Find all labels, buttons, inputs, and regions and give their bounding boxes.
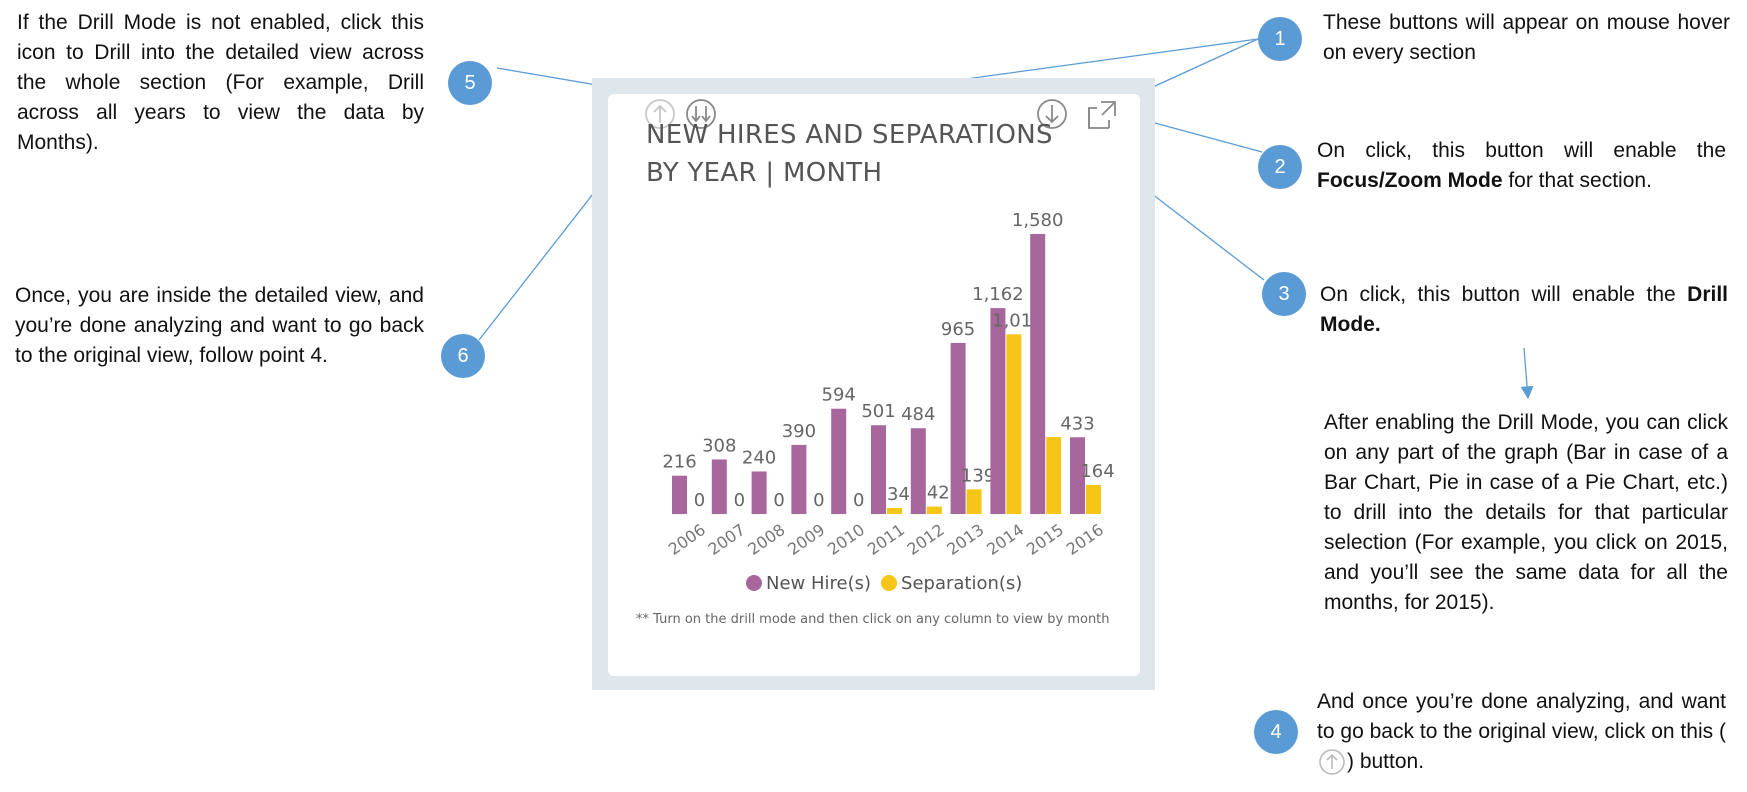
badge-4: 4 [1254, 710, 1298, 754]
x-tick-label-2010: 2010 [824, 520, 868, 559]
note-drill-mode: On click, this button will enable the Dr… [1320, 280, 1728, 340]
x-tick-label-2012: 2012 [904, 520, 948, 559]
note-focus-pre: On click, this button will enable the [1317, 139, 1726, 162]
data-label-separation-2013: 139 [961, 465, 995, 486]
x-tick-label-2014: 2014 [983, 520, 1027, 559]
drill-up-icon [1319, 749, 1345, 775]
x-tick-label-2011: 2011 [864, 520, 908, 559]
legend-item-separation[interactable]: Separation(s) [881, 573, 1022, 594]
note-back-original: And once you’re done analyzing, and want… [1317, 687, 1726, 777]
data-label-new-hire-2007: 308 [702, 435, 736, 456]
bar-separation-2011[interactable] [887, 507, 902, 514]
badge-1: 1 [1258, 17, 1302, 61]
bar-new-hire-2012[interactable] [910, 428, 926, 514]
bar-separation-2015[interactable] [1046, 437, 1062, 514]
legend-label-separation: Separation(s) [901, 573, 1023, 594]
chart-legend: New Hire(s) Separation(s) [746, 573, 1022, 594]
data-label-new-hire-2012: 484 [901, 404, 935, 425]
data-label-new-hire-2009: 390 [782, 421, 816, 442]
x-tick-label-2008: 2008 [744, 520, 788, 559]
data-label-new-hire-2013: 965 [941, 319, 975, 340]
data-label-new-hire-2014: 1,162 [972, 284, 1024, 305]
chart-title-line1: NEW HIRES AND SEPARATIONS [646, 120, 1053, 150]
badge-2: 2 [1258, 145, 1302, 189]
bar-new-hire-2010[interactable] [831, 408, 847, 514]
data-label-new-hire-2011: 501 [861, 401, 895, 422]
data-label-separation-2012: 42 [927, 483, 950, 504]
data-label-separation-2011: 34 [887, 484, 910, 505]
report-section [608, 94, 1140, 676]
note-hover-buttons: These buttons will appear on mouse hover… [1323, 11, 1730, 64]
data-label-separation-2010: 0 [853, 490, 864, 511]
bar-separation-2012[interactable] [926, 506, 942, 514]
chart-footnote: ** Turn on the drill mode and then click… [636, 612, 1110, 627]
data-label-separation-2009: 0 [813, 490, 824, 511]
legend-item-new-hire[interactable]: New Hire(s) [746, 573, 871, 594]
data-label-new-hire-2016: 433 [1060, 413, 1094, 434]
legend-swatch-separation [881, 575, 898, 591]
note-drill-all: If the Drill Mode is not enabled, click … [17, 11, 424, 154]
legend-label-new-hire: New Hire(s) [766, 573, 872, 594]
drill-mode-icon[interactable] [1035, 97, 1069, 131]
focus-mode-icon[interactable] [1085, 98, 1119, 132]
bar-new-hire-2013[interactable] [950, 342, 966, 514]
badge-3: 3 [1262, 272, 1306, 316]
data-label-new-hire-2008: 240 [742, 447, 776, 468]
drill-down-all-icon[interactable] [684, 97, 718, 131]
x-tick-label-2007: 2007 [705, 520, 749, 559]
bar-new-hire-2014[interactable] [990, 308, 1006, 514]
data-label-separation-2008: 0 [773, 490, 784, 511]
chart-title-line2: BY YEAR | MONTH [646, 158, 883, 188]
badge-5: 5 [448, 61, 492, 105]
bar-new-hire-2015[interactable] [1030, 234, 1046, 514]
badge-6: 6 [441, 334, 485, 378]
x-tick-label-2016: 2016 [1063, 520, 1107, 559]
note-after-drill: After enabling the Drill Mode, you can c… [1324, 411, 1728, 614]
data-label-new-hire-2015: 1,580 [1012, 210, 1064, 231]
note-drill-pre: On click, this button will enable the [1320, 283, 1688, 306]
data-label-separation-2007: 0 [734, 490, 745, 511]
bar-new-hire-2006[interactable] [672, 475, 687, 514]
x-tick-label-2013: 2013 [943, 520, 987, 559]
bar-separation-2013[interactable] [966, 489, 982, 514]
bar-new-hire-2007[interactable] [711, 459, 727, 514]
bar-new-hire-2008[interactable] [751, 471, 767, 514]
bar-new-hire-2009[interactable] [791, 444, 807, 514]
data-label-separation-2016: 164 [1080, 461, 1114, 482]
drill-up-icon[interactable] [643, 97, 677, 131]
bar-new-hire-2016[interactable] [1070, 437, 1085, 514]
data-label-new-hire-2010: 594 [822, 385, 856, 406]
arrow-3-down [1520, 347, 1534, 400]
bar-separation-2014[interactable] [1006, 334, 1022, 514]
note-focus-mode: On click, this button will enable the Fo… [1317, 136, 1726, 196]
x-tick-label-2006: 2006 [665, 520, 709, 559]
legend-swatch-new-hire [746, 575, 762, 591]
note-go-back: Once, you are inside the detailed view, … [15, 284, 424, 367]
x-tick-label-2015: 2015 [1023, 520, 1067, 559]
note-focus-bold: Focus/Zoom Mode [1317, 169, 1503, 192]
x-tick-label-2009: 2009 [784, 520, 828, 559]
note-focus-post: for that section. [1502, 169, 1652, 192]
bar-new-hire-2011[interactable] [871, 425, 886, 514]
data-label-new-hire-2006: 216 [662, 452, 696, 473]
note-back-pre: And once you’re done analyzing, and want… [1317, 690, 1726, 743]
bar-separation-2016[interactable] [1086, 484, 1101, 514]
note-drill-bold: Drill Mode. [1320, 283, 1728, 336]
data-label-separation-2006: 0 [694, 490, 705, 511]
note-back-post: ) button. [1347, 750, 1425, 773]
